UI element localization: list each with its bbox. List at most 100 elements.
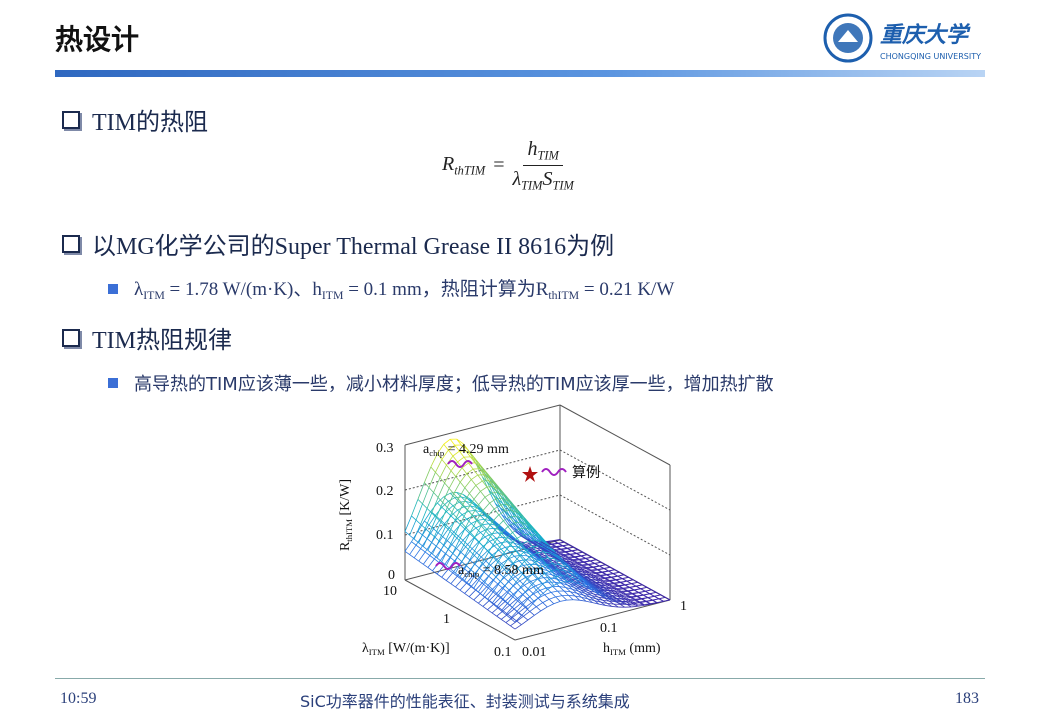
surface-upper (540, 589, 548, 596)
surface-upper (444, 470, 452, 484)
surface-upper (515, 573, 523, 583)
surface-lower (523, 611, 531, 617)
surface-upper (604, 577, 610, 581)
surface-upper (606, 574, 612, 578)
surface-upper (491, 602, 497, 608)
surface-upper (469, 520, 478, 533)
surface-lower (534, 549, 542, 552)
surface-lower (479, 567, 485, 573)
surface-upper (468, 462, 474, 470)
surface-upper (487, 590, 495, 600)
surface-lower (542, 602, 548, 608)
box-edge (404, 404, 561, 446)
surface-lower (512, 612, 519, 619)
surface-lower (509, 599, 517, 606)
surface-upper (590, 559, 597, 562)
surface-upper (558, 551, 564, 555)
surface-upper (505, 538, 511, 545)
surface-lower (548, 557, 554, 562)
surface-upper (591, 569, 598, 571)
surface-upper (554, 558, 562, 563)
surface-upper (610, 594, 618, 597)
surface-upper (444, 482, 450, 489)
surface-upper (448, 444, 456, 451)
annotation: achip = 8.58 mm (458, 563, 544, 579)
surface-upper (447, 535, 455, 550)
surface-upper (445, 512, 453, 527)
surface-upper (490, 536, 496, 543)
surface-upper (473, 578, 481, 589)
surface-lower (454, 496, 462, 499)
surface-upper (572, 559, 578, 563)
surface-upper (526, 572, 534, 580)
surface-upper (506, 507, 515, 520)
surface-lower (565, 587, 571, 593)
surface-upper (645, 599, 653, 602)
surface-upper (618, 584, 626, 586)
surface-upper (503, 552, 510, 559)
surface-lower (484, 590, 492, 598)
surface-upper (456, 544, 465, 558)
box-edge (514, 599, 671, 641)
surface-lower (477, 518, 485, 521)
surface-upper (574, 556, 580, 560)
z-tick-label: 0 (388, 568, 395, 583)
surface-upper (545, 549, 551, 554)
surface-upper (455, 561, 463, 574)
surface-lower (455, 579, 463, 588)
z-tick-label: 0.2 (376, 484, 394, 499)
surface-upper (454, 444, 460, 452)
surface-upper (418, 528, 426, 543)
surface-upper (488, 480, 494, 487)
surface-upper (514, 615, 522, 623)
surface-upper (471, 474, 478, 480)
surface-upper (578, 576, 586, 582)
h-tick-label: 0.01 (522, 645, 547, 660)
surface-lower (533, 589, 541, 595)
surface-upper (635, 584, 643, 587)
surface-lower (447, 569, 453, 574)
surface-upper (521, 540, 529, 545)
surface-upper (479, 541, 485, 548)
surface-upper (544, 570, 552, 574)
surface-upper (588, 572, 594, 576)
surface-upper (540, 541, 546, 545)
surface-upper (420, 508, 428, 525)
surface-lower (514, 576, 521, 582)
surface-upper (458, 540, 465, 546)
surface-lower (418, 560, 424, 565)
surface-upper (649, 593, 655, 597)
surface-lower (520, 554, 526, 561)
surface-lower (528, 585, 536, 590)
surface-lower (528, 568, 535, 571)
surface-upper (592, 566, 598, 570)
surface-upper (434, 521, 442, 537)
surface-upper (529, 589, 537, 598)
surface-upper (556, 546, 562, 550)
surface-upper (587, 574, 593, 578)
surface-upper (441, 459, 447, 466)
surface-upper (596, 589, 603, 594)
surface-lower (422, 534, 428, 540)
surface-upper (518, 528, 524, 536)
surface-lower (602, 580, 610, 583)
surface-upper (599, 589, 607, 593)
run: [K/W] (338, 478, 354, 520)
surface-upper (514, 530, 520, 535)
surface-upper (647, 597, 653, 601)
surface-upper (413, 538, 420, 544)
formula: RthTIM = hTIM λTIMSTIM (442, 138, 574, 194)
surface-lower (515, 550, 522, 556)
surface-lower (510, 620, 518, 627)
surface-lower (525, 544, 531, 548)
surface-upper (494, 541, 500, 548)
surface-lower (450, 575, 458, 584)
surface-lower (475, 527, 481, 533)
surface-upper (435, 517, 442, 523)
surface-lower (467, 537, 475, 545)
surface-lower (576, 592, 582, 598)
surface-lower (488, 523, 496, 526)
surface-lower (579, 599, 587, 602)
surface-upper (632, 591, 639, 594)
surface-upper (495, 498, 501, 506)
